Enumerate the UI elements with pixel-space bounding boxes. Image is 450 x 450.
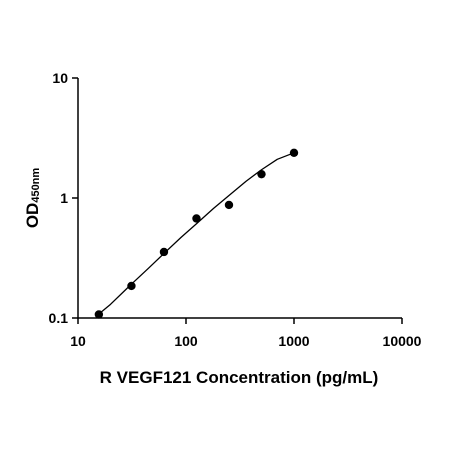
- fit-curve: [98, 152, 295, 315]
- axes: [77, 78, 402, 319]
- y-axis-title-main: OD: [23, 203, 42, 229]
- x-axis-ticks: 10 100 1000 10000: [70, 318, 422, 349]
- data-point: [127, 281, 136, 291]
- fit-curve-layer: [98, 152, 295, 315]
- x-tick-label: 10000: [383, 333, 422, 349]
- data-point: [257, 169, 266, 179]
- y-axis-title-subscript: 450nm: [30, 168, 42, 203]
- y-axis-ticks: 0.1 1 10: [49, 70, 78, 326]
- data-point: [289, 148, 299, 158]
- y-axis-title: OD450nm: [23, 168, 42, 229]
- x-tick-label: 1000: [278, 333, 309, 349]
- y-tick-label: 10: [52, 70, 68, 86]
- x-axis-title: R VEGF121 Concentration (pg/mL): [100, 368, 379, 387]
- y-tick-label: 0.1: [49, 310, 69, 326]
- data-point: [192, 214, 201, 223]
- x-tick-label: 100: [174, 333, 198, 349]
- y-tick-label: 1: [60, 190, 68, 206]
- data-point: [94, 310, 104, 319]
- data-point: [159, 247, 169, 257]
- data-points-layer: [94, 148, 299, 319]
- data-point: [224, 200, 234, 210]
- x-tick-label: 10: [70, 333, 86, 349]
